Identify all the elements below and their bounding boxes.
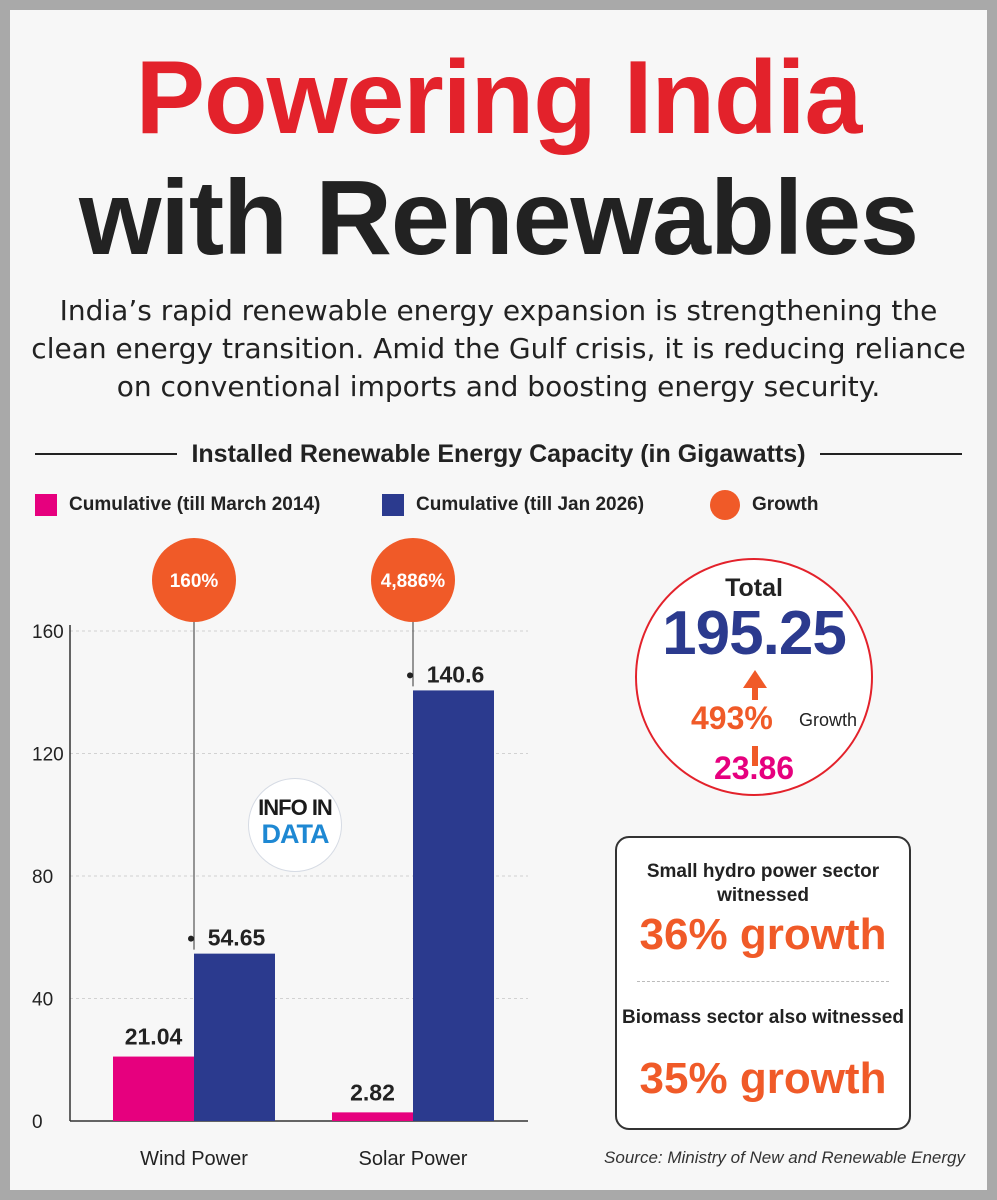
heading-rule-right — [819, 453, 962, 455]
value-label-2026-wind-power: 54.65 — [208, 925, 266, 951]
legend-swatch-2026 — [382, 494, 404, 516]
total-base-value: 23.86 — [713, 750, 795, 786]
legend-item-2026: Cumulative (till Jan 2026) — [382, 490, 644, 520]
title-line-1: Powering India — [135, 40, 863, 156]
sector-divider — [637, 981, 889, 982]
legend-label-2014: Cumulative (till March 2014) — [69, 494, 321, 515]
total-label: Total — [725, 574, 783, 602]
x-category-label-solar-power: Solar Power — [359, 1148, 468, 1170]
logo-line-2: DATA — [261, 819, 330, 849]
title-line-2: with Renewables — [78, 159, 919, 277]
growth-arrow-icon — [743, 670, 767, 766]
legend-swatch-growth — [710, 490, 740, 520]
heading-rule-left — [35, 453, 178, 455]
x-category-label-wind-power: Wind Power — [140, 1148, 248, 1170]
growth-label-solar-power: 4,886% — [381, 571, 446, 592]
bar-2014-solar-power — [332, 1112, 413, 1121]
small-hydro-growth: 36% growth — [639, 910, 887, 959]
value-label-2014-solar-power: 2.82 — [350, 1079, 395, 1105]
y-tick-label-120: 120 — [32, 745, 64, 766]
info-in-data-logo: INFO IN DATA — [248, 778, 342, 872]
bar-2026-wind-power — [194, 953, 275, 1121]
value-dot-solar-power — [407, 672, 413, 679]
bar-chart: 0 40 80 120 160 21.04 54.65 160% Wind Power 2.82 1… — [32, 538, 528, 1170]
legend-item-growth: Growth — [710, 490, 819, 520]
value-label-2014-wind-power: 21.04 — [125, 1024, 183, 1050]
bar-2014-wind-power — [113, 1056, 194, 1121]
legend-item-2014: Cumulative (till March 2014) — [35, 490, 320, 520]
chart-title: Installed Renewable Energy Capacity (in … — [191, 439, 806, 468]
y-tick-label-80: 80 — [32, 867, 53, 888]
y-tick-label-0: 0 — [32, 1112, 43, 1133]
logo-line-1: INFO IN — [258, 795, 333, 820]
growth-circle-solar-power — [371, 538, 455, 622]
legend-label-growth: Growth — [752, 494, 819, 515]
biomass-growth: 35% growth — [639, 1054, 887, 1103]
total-growth-label: Growth — [799, 710, 858, 730]
sector-growth-box: Small hydro power sector witnessed 36% g… — [615, 836, 911, 1130]
chart-legend: Cumulative (till March 2014) Cumulative … — [10, 490, 987, 520]
value-dot-wind-power — [188, 935, 194, 942]
growth-label-wind-power: 160% — [170, 571, 219, 592]
legend-label-2026: Cumulative (till Jan 2026) — [416, 494, 645, 515]
small-hydro-description: Small hydro power sector witnessed — [646, 861, 880, 906]
subtitle: India’s rapid renewable energy expansion… — [31, 294, 966, 403]
value-label-2026-solar-power: 140.6 — [427, 661, 485, 687]
source-note: Source: Ministry of New and Renewable En… — [604, 1148, 965, 1167]
bar-2026-solar-power — [413, 690, 494, 1121]
growth-circle-wind-power — [152, 538, 236, 622]
y-tick-label-160: 160 — [32, 622, 64, 643]
y-tick-label-40: 40 — [32, 990, 53, 1011]
biomass-description: Biomass sector also witnessed — [622, 1007, 904, 1028]
chart-heading: Installed Renewable Energy Capacity (in … — [35, 438, 962, 470]
legend-swatch-2014 — [35, 494, 57, 516]
infographic: Powering India with Renewables India’s r… — [10, 10, 987, 1190]
total-growth-value: 493% — [689, 700, 775, 737]
total-value: 195.25 — [662, 599, 847, 668]
total-summary-circle: Total 195.25 493% Growth 23.86 — [635, 558, 873, 796]
